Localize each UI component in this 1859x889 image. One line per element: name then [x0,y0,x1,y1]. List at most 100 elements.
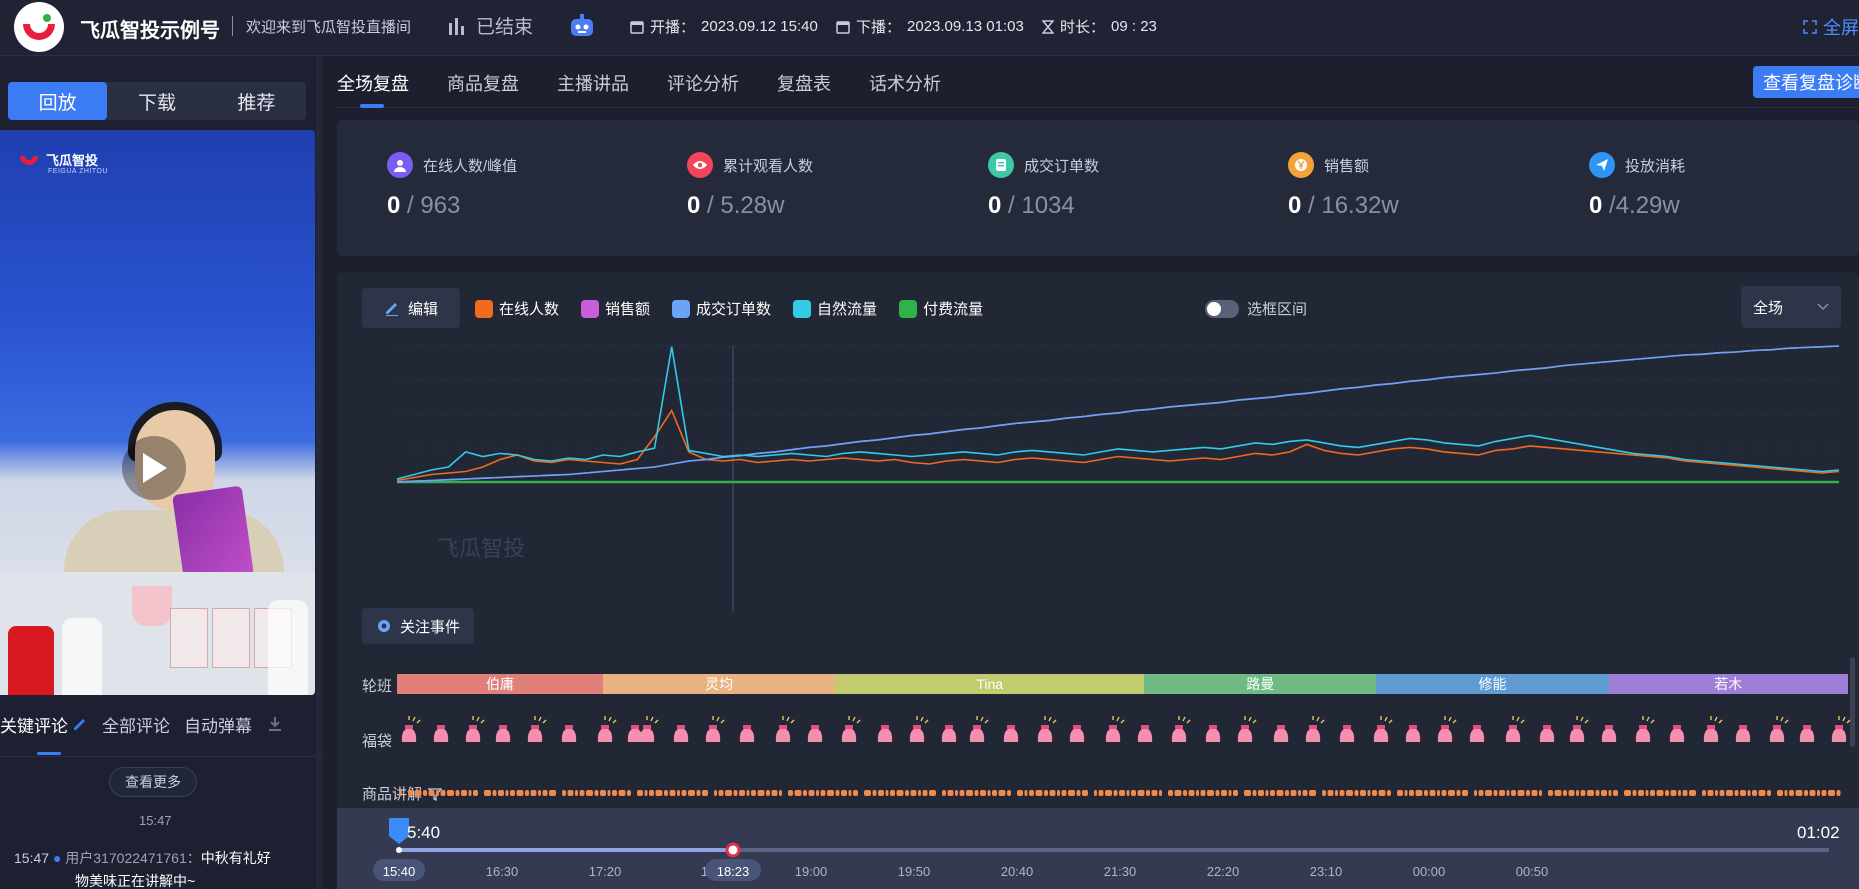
product-explain-segment[interactable] [1339,790,1345,796]
product-explain-segment[interactable] [980,790,986,796]
product-explain-segment[interactable] [1378,790,1386,796]
product-explain-segment[interactable] [1094,790,1097,796]
lucky-bag-icon[interactable] [1237,716,1257,742]
product-explain-segment[interactable] [1526,790,1530,796]
product-explain-segment[interactable] [1335,790,1338,796]
product-explain-segment[interactable] [827,790,834,796]
lucky-bag-icon[interactable] [627,725,643,742]
product-explain-segment[interactable] [399,790,402,796]
product-explain-segment[interactable] [1183,790,1187,796]
legend-natural-traffic[interactable]: 自然流量 [793,298,877,319]
product-explain-segment[interactable] [669,790,676,796]
product-explain-segment[interactable] [771,790,778,796]
lucky-bag-icon[interactable] [1799,725,1815,742]
product-explain-segment[interactable] [1151,790,1158,796]
product-explain-segment[interactable] [820,790,826,796]
product-explain-segment[interactable] [1327,790,1334,796]
product-explain-segment[interactable] [1285,790,1289,796]
lucky-bag-icon[interactable] [1405,725,1421,742]
timeline-track[interactable]: 5:40 01:02 15:4016:3017:201819:0019:5020… [337,808,1859,889]
lucky-bag-icon[interactable] [1273,725,1289,742]
product-explain-segment[interactable] [1057,790,1060,796]
product-explain-segment[interactable] [1789,790,1794,796]
lucky-bag-icon[interactable] [1735,725,1751,742]
product-explain-segment[interactable] [586,790,593,796]
product-explain-segment[interactable] [1539,790,1542,796]
product-explain-segment[interactable] [1784,790,1788,796]
product-explain-segment[interactable] [484,790,491,796]
product-explain-segment[interactable] [1290,790,1297,796]
lucky-bag-icon[interactable] [1373,716,1393,742]
product-explain-segment[interactable] [1836,790,1841,796]
product-explain-segment[interactable] [905,790,909,796]
product-explain-segment[interactable] [1159,790,1162,796]
product-explain-segment[interactable] [505,790,509,796]
product-explain-segment[interactable] [1493,790,1498,796]
product-explain-segment[interactable] [549,790,556,796]
product-explain-segment[interactable] [1702,790,1706,796]
lucky-bag-icon[interactable] [1569,716,1589,742]
lucky-bag-icon[interactable] [673,725,689,742]
product-explain-segment[interactable] [1462,790,1468,796]
product-explain-segment[interactable] [612,790,617,796]
product-explain-segment[interactable] [1424,790,1428,796]
product-explain-segment[interactable] [1404,790,1408,796]
product-explain-segment[interactable] [1360,790,1366,796]
product-explain-segment[interactable] [733,790,738,796]
trend-chart[interactable]: 飞瓜智投 [337,272,1859,612]
product-explain-segment[interactable] [664,790,668,796]
product-explain-segment[interactable] [1265,790,1269,796]
left-scrollbar[interactable] [316,56,322,889]
lucky-bag-icon[interactable] [1505,716,1525,742]
product-explain-segment[interactable] [1828,790,1835,796]
lucky-bag-icon[interactable] [807,725,823,742]
lucky-bag-icon[interactable] [1105,716,1125,742]
product-explain-segment[interactable] [1689,790,1696,796]
tab-overall-review[interactable]: 全场复盘 [337,74,409,94]
product-explain-segment[interactable] [1437,790,1440,796]
product-explain-segment[interactable] [910,790,917,796]
product-explain-segment[interactable] [1233,790,1238,796]
lucky-bag-icon[interactable] [1437,716,1457,742]
play-button[interactable] [122,436,186,500]
product-explain-segment[interactable] [974,790,979,796]
product-explain-segment[interactable] [1372,790,1377,796]
product-explain-segment[interactable] [1568,790,1575,796]
product-explain-segment[interactable] [1076,790,1081,796]
product-explain-segment[interactable] [562,790,566,796]
product-explain-segment[interactable] [525,790,529,796]
product-explain-segment[interactable] [896,790,904,796]
product-explain-segment[interactable] [1276,790,1284,796]
lucky-bag-icon[interactable] [433,725,449,742]
product-explain-segment[interactable] [498,790,504,796]
product-explain-segment[interactable] [1448,790,1455,796]
product-explain-segment[interactable] [1580,790,1586,796]
product-explain-segment[interactable] [959,790,965,796]
product-explain-segment[interactable] [1007,790,1011,796]
product-explain-segment[interactable] [1747,790,1751,796]
product-explain-segment[interactable] [423,790,427,796]
product-explain-segment[interactable] [1645,790,1649,796]
tab-all-comments[interactable]: 全部评论 [102,716,170,736]
lucky-bag-icon[interactable] [465,716,485,742]
product-explain-segment[interactable] [696,790,701,796]
product-explain-segment[interactable] [1354,790,1359,796]
product-explain-segment[interactable] [1200,790,1206,796]
pencil-icon[interactable] [72,716,88,732]
host-shift-bar[interactable]: Tina [835,674,1145,694]
product-explain-segment[interactable] [1441,790,1447,796]
tab-review-table[interactable]: 复盘表 [777,74,831,94]
tab-comment-analysis[interactable]: 评论分析 [667,74,739,94]
brand-logo[interactable] [14,2,64,52]
product-explain-segment[interactable] [1707,790,1714,796]
tab-key-comments[interactable]: 关键评论 [0,712,88,737]
product-explain-segment[interactable] [1777,790,1783,796]
legend-orders[interactable]: 成交订单数 [672,298,771,319]
product-explain-segment[interactable] [1809,790,1816,796]
product-explain-segment[interactable] [579,790,585,796]
lucky-bag-icon[interactable] [1037,716,1057,742]
product-explain-segment[interactable] [835,790,840,796]
product-explain-segment[interactable] [725,790,732,796]
product-explain-segment[interactable] [1656,790,1664,796]
product-explain-segment[interactable] [681,790,687,796]
